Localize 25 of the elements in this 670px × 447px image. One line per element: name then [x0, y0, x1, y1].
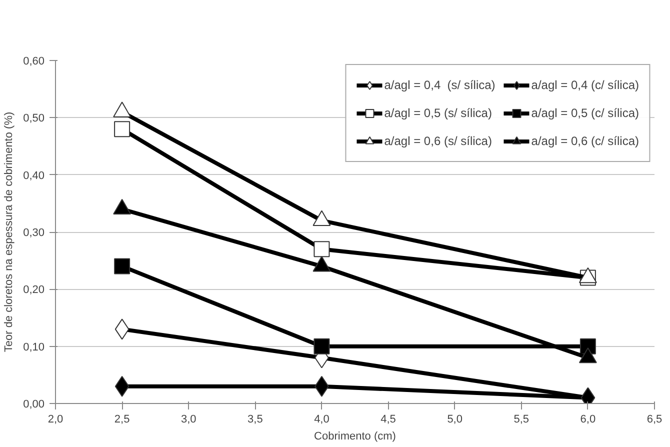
x-tick-label: 2,0: [48, 414, 64, 426]
y-axis-title: Teor de cloretos na espessura de cobrimento (%): [3, 112, 16, 352]
legend-label: a/agl = 0,5 (s/ sílica): [384, 106, 492, 120]
legend-label: a/agl = 0,4 (c/ sílica): [531, 78, 639, 92]
x-tick-label: 6,0: [580, 414, 596, 426]
y-tick-label: 0,30: [23, 227, 45, 239]
x-tick-label: 3,0: [180, 414, 196, 426]
y-tick-label: 0,60: [23, 56, 45, 68]
x-tick-label: 6,5: [646, 414, 662, 426]
x-tick-label: 2,5: [114, 414, 130, 426]
x-tick-label: 5,0: [447, 414, 462, 426]
x-tick-label: 5,5: [514, 414, 530, 426]
x-tick-label: 4,0: [314, 414, 330, 426]
y-tick-label: 0,50: [23, 112, 45, 125]
y-tick-label: 0,40: [23, 170, 45, 182]
legend-label: a/agl = 0,5 (c/ sílica): [531, 106, 639, 120]
legend-label: a/agl = 0,6 (c/ sílica): [531, 134, 639, 148]
y-tick-label: 0,20: [23, 284, 45, 296]
legend-label: a/agl = 0,6 (s/ sílica): [384, 134, 492, 148]
y-tick-label: 0,00: [23, 398, 45, 410]
x-axis-title: Cobrimento (cm): [314, 430, 396, 442]
x-tick-label: 3,5: [248, 414, 263, 426]
x-tick-label: 4,5: [380, 414, 396, 426]
legend-label: a/agl = 0,4 (s/ sílica): [384, 78, 496, 92]
y-tick-label: 0,10: [23, 341, 45, 354]
